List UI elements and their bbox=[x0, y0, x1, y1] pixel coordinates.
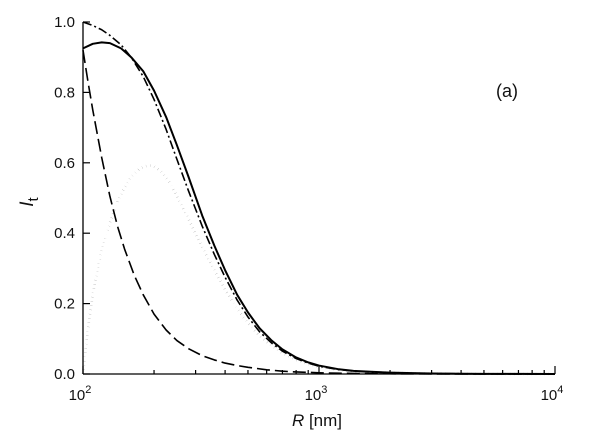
y-tick-label: 0.8 bbox=[54, 84, 75, 101]
x-axis-label: R [nm] bbox=[292, 411, 342, 430]
panel-label: (a) bbox=[496, 81, 518, 101]
y-tick-label: 0.2 bbox=[54, 296, 75, 313]
ticks-layer bbox=[82, 21, 556, 375]
y-tick-label: 0.6 bbox=[54, 155, 75, 172]
x-tick-label: 102 bbox=[69, 384, 92, 404]
series-line-dash-dot bbox=[82, 21, 556, 375]
x-tick-label: 104 bbox=[541, 384, 564, 404]
y-tick-label: 1.0 bbox=[54, 14, 75, 31]
x-tick-label: 103 bbox=[305, 384, 328, 404]
y-axis-label: It bbox=[17, 196, 42, 206]
y-tick-label: 0.0 bbox=[54, 366, 75, 383]
labels-layer: 0.0 0.2 0.4 0.6 0.8 1.0 102 103 104 R [nm] It (a) bbox=[17, 14, 563, 430]
y-tick-label: 0.4 bbox=[54, 225, 75, 242]
